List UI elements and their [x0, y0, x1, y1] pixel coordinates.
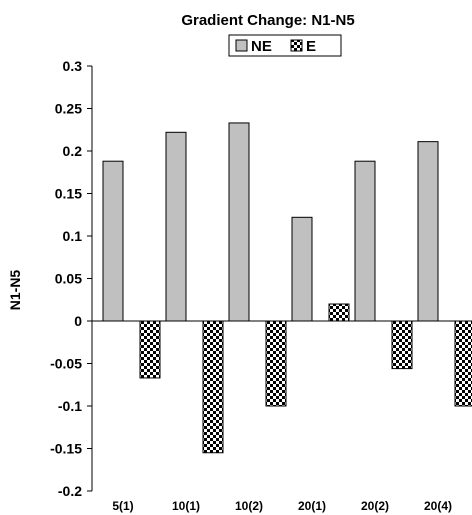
bar-e-3 — [328, 303, 350, 322]
y-tick-label: -0.05 — [50, 356, 82, 372]
legend: NE E — [228, 34, 342, 57]
x-tick-label: 20(1) — [298, 499, 326, 513]
y-tick-label: 0.3 — [63, 58, 83, 74]
bar-ne-1 — [165, 131, 187, 322]
y-tick-label: 0.15 — [55, 186, 82, 202]
y-tick-label: -0.1 — [58, 398, 82, 414]
legend-swatch-e — [290, 39, 303, 52]
y-tick-label: -0.2 — [58, 483, 82, 499]
y-tick-label: 0.05 — [55, 271, 82, 287]
y-tick-label: 0.25 — [55, 101, 82, 117]
x-tick-label: 10(1) — [172, 499, 200, 513]
bar-ne-3 — [291, 216, 313, 322]
chart-title: Gradient Change: N1-N5 — [181, 12, 354, 29]
x-tick-label: 20(4) — [424, 499, 452, 513]
x-tick-label: 5(1) — [112, 499, 133, 513]
y-tick-label: 0.1 — [63, 228, 83, 244]
bar-e-2 — [265, 320, 287, 407]
category-labels: 5(1) 10(1) 10(2) 20(1) 20(2) 20(4) — [112, 499, 452, 513]
legend-swatch-ne — [235, 39, 248, 52]
bar-ne-2 — [228, 122, 250, 322]
bar-ne-0 — [102, 160, 124, 322]
bar-ne-5 — [417, 141, 439, 322]
legend-label-e: E — [306, 38, 316, 55]
bar-e-5 — [454, 320, 472, 407]
bars — [102, 122, 472, 454]
y-tick-label: 0.2 — [63, 143, 83, 159]
bar-ne-4 — [354, 160, 376, 322]
y-tick-label: -0.15 — [50, 441, 82, 457]
bar-e-0 — [139, 320, 161, 379]
y-tick-label: 0 — [74, 313, 82, 329]
legend-label-ne: NE — [251, 38, 272, 55]
y-axis-ticks: -0.2 -0.15 -0.1 -0.05 0 0.05 0.1 0.15 0.2 0.25 0.3 — [50, 58, 92, 499]
y-axis-title: N1-N5 — [7, 270, 23, 311]
bar-e-1 — [202, 320, 224, 454]
bar-e-4 — [391, 320, 413, 370]
x-tick-label: 20(2) — [361, 499, 389, 513]
x-tick-label: 10(2) — [235, 499, 263, 513]
legend-box — [228, 34, 342, 57]
